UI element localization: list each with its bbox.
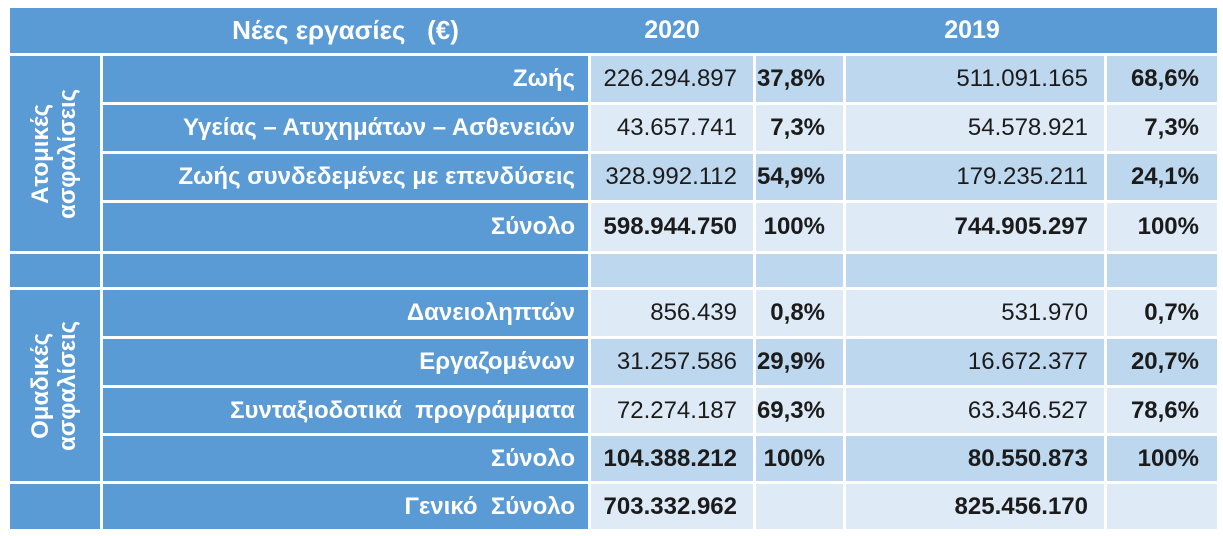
pct-2020: 54,9% — [756, 154, 843, 200]
row-label-total-group: Σύνολο — [103, 436, 588, 481]
value-2019: 511.091.165 — [846, 56, 1104, 102]
grand-total-value-2019: 825.456.170 — [846, 484, 1104, 529]
value-2020-total: 104.388.212 — [591, 436, 753, 481]
spacer-cell — [756, 254, 843, 287]
row-label-borrowers: Δανειοληπτών — [103, 290, 588, 336]
value-2020: 43.657.741 — [591, 105, 753, 151]
value-2020-total: 598.944.750 — [591, 203, 753, 251]
pct-2020: 29,9% — [756, 339, 843, 385]
column-header-2019: 2019 — [944, 16, 1000, 44]
spacer-cell — [846, 254, 1104, 287]
column-header-2020: 2020 — [644, 16, 700, 44]
row-label-pension-plans: Συνταξιοδοτικά προγράμματα — [103, 388, 588, 433]
pct-2019-total: 100% — [1107, 436, 1217, 481]
row-label-grand-total: Γενικό Σύνολο — [103, 484, 588, 529]
grand-total-corner-cell — [10, 484, 100, 529]
value-2019: 63.346.527 — [846, 388, 1104, 433]
grand-total-pct-2019-empty — [1107, 484, 1217, 529]
pct-2019: 20,7% — [1107, 339, 1217, 385]
spacer-cell — [591, 254, 753, 287]
value-2019-total: 80.550.873 — [846, 436, 1104, 481]
pct-2019-total: 100% — [1107, 203, 1217, 251]
row-label-life: Ζωής — [103, 56, 588, 102]
group-label-group-text: Ομαδικές ασφαλίσεις — [27, 320, 82, 451]
spacer-cell — [10, 254, 100, 287]
row-label-unit-linked: Ζωής συνδεδεμένες με επενδύσεις — [103, 154, 588, 200]
grand-total-value-2020: 703.332.962 — [591, 484, 753, 529]
group-label-individual-text: Ατομικές ασφαλίσεις — [27, 88, 82, 219]
row-label-total-individual: Σύνολο — [103, 203, 588, 251]
value-2020: 72.274.187 — [591, 388, 753, 433]
row-label-health: Υγείας – Ατυχημάτων – Ασθενειών — [103, 105, 588, 151]
grand-total-pct-2020-empty — [756, 484, 843, 529]
table-header-band: Νέες εργασίες (€) 2020 2019 — [10, 8, 1217, 53]
value-2019-total: 744.905.297 — [846, 203, 1104, 251]
table-title: Νέες εργασίες (€) — [232, 15, 459, 45]
value-2019: 16.672.377 — [846, 339, 1104, 385]
value-2019: 531.970 — [846, 290, 1104, 336]
pct-2019: 0,7% — [1107, 290, 1217, 336]
pct-2020-total: 100% — [756, 203, 843, 251]
value-2020: 31.257.586 — [591, 339, 753, 385]
pct-2019: 78,6% — [1107, 388, 1217, 433]
pct-2019: 7,3% — [1107, 105, 1217, 151]
spacer-cell — [1107, 254, 1217, 287]
pct-2020: 37,8% — [756, 56, 843, 102]
pct-2020: 69,3% — [756, 388, 843, 433]
pct-2019: 68,6% — [1107, 56, 1217, 102]
pct-2020-total: 100% — [756, 436, 843, 481]
group-label-individual: Ατομικές ασφαλίσεις — [10, 56, 100, 251]
pct-2020: 7,3% — [756, 105, 843, 151]
value-2020: 226.294.897 — [591, 56, 753, 102]
value-2019: 54.578.921 — [846, 105, 1104, 151]
group-label-group: Ομαδικές ασφαλίσεις — [10, 290, 100, 481]
value-2020: 856.439 — [591, 290, 753, 336]
spacer-cell — [103, 254, 588, 287]
value-2019: 179.235.211 — [846, 154, 1104, 200]
value-2020: 328.992.112 — [591, 154, 753, 200]
data-table: Νέες εργασίες (€) 2020 2019 Ατομικές ασφ… — [10, 8, 1217, 529]
pct-2020: 0,8% — [756, 290, 843, 336]
pct-2019: 24,1% — [1107, 154, 1217, 200]
row-label-employees: Εργαζομένων — [103, 339, 588, 385]
